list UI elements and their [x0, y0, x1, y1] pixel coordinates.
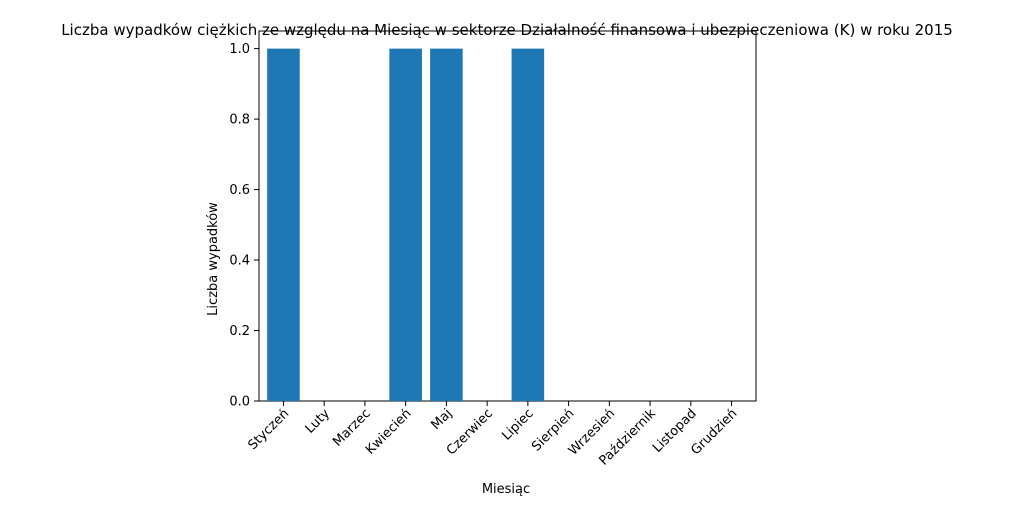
x-tick-label: Styczeń	[245, 406, 292, 453]
y-axis-label: Liczba wypadków	[206, 202, 221, 316]
bar-4	[430, 48, 463, 401]
bars-group	[267, 48, 545, 401]
y-tick-label: 0.2	[229, 324, 250, 339]
y-tick-label: 0.8	[229, 113, 250, 128]
x-tick-label: Maj	[428, 406, 455, 433]
x-axis-label: Miesiąc	[482, 482, 530, 497]
chart-title: Liczba wypadków ciężkich ze względu na M…	[61, 21, 953, 39]
plot-area	[258, 30, 757, 402]
y-tick-label: 0.0	[229, 395, 250, 410]
y-tick-label: 0.6	[229, 183, 250, 198]
y-tick-label: 0.4	[229, 254, 250, 269]
bar-6	[511, 48, 545, 401]
y-axis: 0.0 0.2 0.4 0.6 0.8 1.0	[229, 42, 259, 410]
plot-frame	[258, 30, 757, 402]
y-tick-label: 1.0	[229, 42, 250, 57]
bar-3	[389, 48, 422, 401]
x-tick-label: Luty	[303, 406, 334, 437]
x-tick-label: Lipiec	[499, 406, 536, 443]
bar-0	[267, 48, 300, 401]
